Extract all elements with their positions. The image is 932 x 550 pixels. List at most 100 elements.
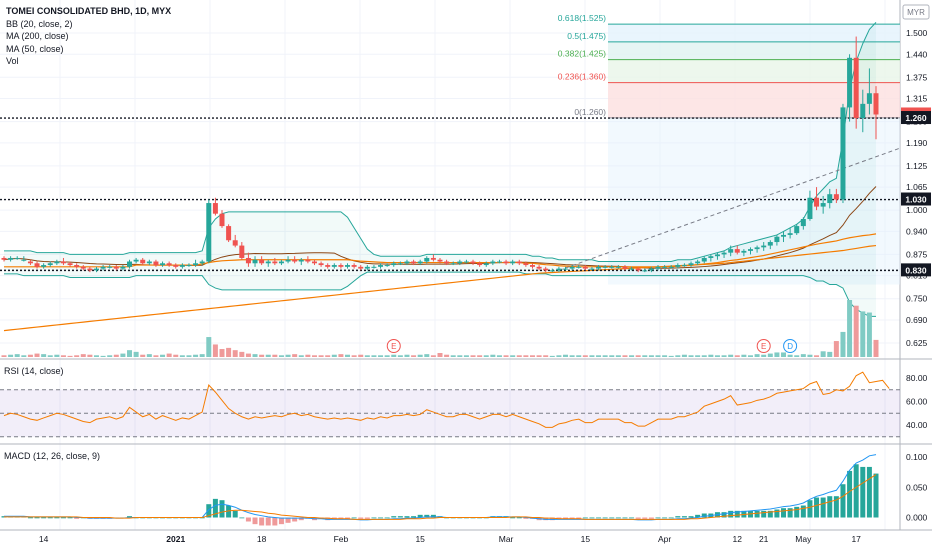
macd-histogram-bar <box>622 517 628 519</box>
candle-body <box>305 259 311 262</box>
volume-bar <box>345 354 351 357</box>
macd-histogram-bar <box>629 517 635 519</box>
candle-body <box>847 57 853 108</box>
candle-body <box>754 247 760 250</box>
macd-histogram-bar <box>754 510 760 518</box>
candle-body <box>787 233 793 235</box>
macd-histogram-bar <box>866 466 872 518</box>
candle-body <box>87 268 93 271</box>
candle-body <box>331 265 337 267</box>
macd-histogram-bar <box>391 516 397 518</box>
x-tick-label: 14 <box>39 534 49 544</box>
macd-tick-label: 0.050 <box>906 482 928 492</box>
macd-histogram-bar <box>378 517 384 519</box>
volume-bar <box>391 354 397 357</box>
volume-bar <box>27 354 33 357</box>
volume-bar <box>483 355 489 357</box>
volume-bar <box>371 355 377 357</box>
macd-histogram-bar <box>569 517 575 519</box>
x-tick-label: 12 <box>733 534 743 544</box>
candle-body <box>563 268 569 270</box>
macd-histogram-bar <box>245 517 251 522</box>
candle-body <box>695 261 701 264</box>
volume-bar <box>602 355 608 357</box>
volume-bar <box>529 355 535 357</box>
volume-bar <box>827 351 833 357</box>
fib-zone <box>608 41 900 60</box>
macd-histogram-bar <box>807 500 813 518</box>
volume-bar <box>93 355 99 357</box>
candle-body <box>582 266 588 269</box>
volume-bar <box>100 355 106 357</box>
macd-histogram-bar <box>655 517 661 519</box>
candle-body <box>833 194 839 200</box>
volume-bar <box>714 355 720 357</box>
volume-bar <box>298 355 304 357</box>
macd-histogram-bar <box>60 517 66 519</box>
legend-vol: Vol <box>6 56 19 67</box>
candle-body <box>245 257 251 264</box>
macd-histogram-bar <box>516 517 522 519</box>
volume-bar <box>378 355 384 357</box>
macd-histogram-bar <box>642 517 648 519</box>
macd-histogram-bar <box>411 516 417 518</box>
macd-histogram-bar <box>74 517 80 519</box>
candle-body <box>60 261 66 264</box>
candle-body <box>853 57 859 119</box>
volume-bar <box>259 354 265 357</box>
volume-bar <box>107 355 113 357</box>
volume-bar <box>615 355 621 357</box>
price-tick-label: 1.065 <box>906 182 928 192</box>
event-marker-label: D <box>787 342 793 351</box>
candle-body <box>292 259 298 262</box>
macd-histogram-bar <box>820 497 826 518</box>
macd-histogram-bar <box>840 484 846 518</box>
macd-histogram-bar <box>41 517 47 519</box>
volume-bar <box>411 355 417 357</box>
macd-pane-label: MACD (12, 26, close, 9) <box>4 451 101 461</box>
event-marker-label: E <box>761 342 766 351</box>
volume-bar <box>444 354 450 357</box>
currency-box <box>902 4 930 20</box>
volume-bar <box>351 355 357 357</box>
volume-bar <box>681 354 687 357</box>
x-tick-label: 17 <box>851 534 861 544</box>
volume-bar <box>860 311 866 357</box>
candle-body <box>166 263 172 266</box>
macd-histogram-bar <box>67 517 73 519</box>
macd-histogram-bar <box>364 517 370 519</box>
macd-histogram-bar <box>358 517 364 519</box>
macd-histogram-bar <box>794 506 800 518</box>
candle-body <box>1 257 7 260</box>
volume-bar <box>278 355 284 357</box>
macd-histogram-bar <box>648 517 654 519</box>
macd-histogram-bar <box>860 466 866 518</box>
candle-body <box>212 203 218 214</box>
volume-bar <box>761 354 767 357</box>
volume-bar <box>219 349 225 357</box>
volume-bar <box>503 355 509 357</box>
macd-histogram-bar <box>556 517 562 519</box>
volume-bar <box>490 354 496 357</box>
price-label-box <box>901 263 931 277</box>
volume-bar <box>305 354 311 357</box>
candle-body <box>298 259 304 262</box>
price-tick-label: 0.875 <box>906 249 928 259</box>
price-tick-label: 0.750 <box>906 294 928 304</box>
candle-body <box>120 266 126 269</box>
macd-histogram-bar <box>259 517 265 526</box>
volume-bar <box>721 355 727 357</box>
price-label-box <box>901 111 931 125</box>
volume-bar <box>747 355 753 357</box>
macd-histogram-bar <box>596 517 602 519</box>
candle-body <box>873 93 879 115</box>
macd-histogram-bar <box>54 517 60 519</box>
candle-body <box>338 265 344 267</box>
macd-histogram-bar <box>800 505 806 518</box>
macd-histogram-bar <box>424 514 430 518</box>
candle-body <box>272 261 278 264</box>
candle-body <box>252 259 258 264</box>
macd-histogram-bar <box>681 516 687 518</box>
chart-legend: TOMEI CONSOLIDATED BHD, 1D, MYX BB (20, … <box>6 5 171 68</box>
candle-body <box>827 194 833 204</box>
